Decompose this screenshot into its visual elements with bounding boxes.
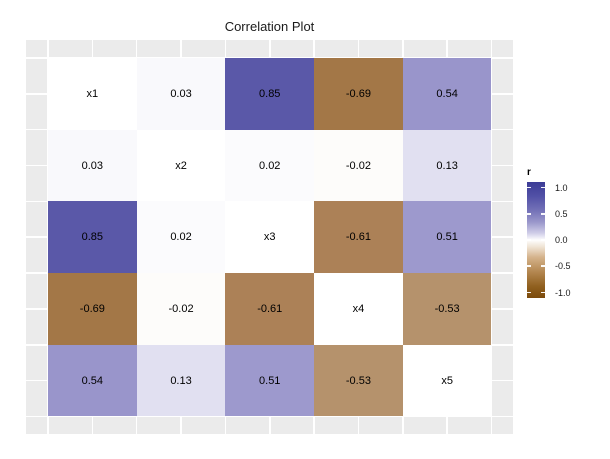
legend-tick-label: -0.5 <box>555 261 571 272</box>
heatmap-cell: -0.02 <box>314 129 403 202</box>
legend-colorbar <box>527 182 545 298</box>
heatmap-cell: x3 <box>225 201 315 274</box>
legend-tick-label: -1.0 <box>555 287 571 298</box>
legend-tick-mark <box>541 265 545 268</box>
heatmap-cell: 0.02 <box>225 129 315 202</box>
heatmap-cell: x1 <box>48 58 137 130</box>
legend-tick-mark <box>527 212 531 215</box>
heatmap-cell: -0.53 <box>402 273 492 345</box>
legend-tick-mark <box>527 265 531 268</box>
heatmap-cell: -0.61 <box>314 201 403 274</box>
legend-tick-mark <box>527 186 531 189</box>
heatmap-cell: 0.54 <box>402 58 492 130</box>
legend-tick-mark <box>527 239 531 241</box>
legend-tick-mark <box>541 239 545 241</box>
heatmap-cell: -0.61 <box>225 273 315 345</box>
heatmap-cell: 0.51 <box>402 201 492 274</box>
legend-tick-mark <box>541 291 545 294</box>
heatmap-cell: -0.69 <box>314 58 403 130</box>
legend-tick-label: 0.0 <box>555 235 568 245</box>
heatmap-cell: -0.69 <box>48 273 137 345</box>
legend-title: r <box>527 167 531 178</box>
legend-tick-mark <box>541 186 545 189</box>
legend-tick-label: 1.0 <box>555 182 568 193</box>
gridline-vertical <box>490 40 493 434</box>
heatmap-cell: 0.03 <box>48 129 137 202</box>
heatmap-cell: -0.02 <box>136 273 226 345</box>
heatmap-cell: 0.03 <box>136 58 226 130</box>
heatmap-tiles: x1 0.03 0.85 -0.69 0.54 0.03 x2 0.02 -0.02 0.13 0.… <box>48 58 492 417</box>
heatmap-cell: 0.51 <box>225 344 315 417</box>
legend-tick-label: 0.5 <box>555 208 568 219</box>
heatmap-cell: 0.85 <box>225 58 315 130</box>
gridline-horizontal <box>26 415 513 418</box>
plot-panel: x1 0.03 0.85 -0.69 0.54 0.03 x2 0.02 -0.02 0.13 0.… <box>26 40 513 434</box>
legend: r 1.0 0.5 0.0 -0.5 -1.0 <box>527 167 597 298</box>
legend-tick-mark <box>527 291 531 294</box>
heatmap-cell: -0.53 <box>314 344 403 417</box>
heatmap-cell: x2 <box>136 129 226 202</box>
heatmap-cell: 0.85 <box>48 201 137 274</box>
heatmap-cell: x5 <box>402 344 492 417</box>
heatmap-cell: 0.54 <box>48 344 137 417</box>
heatmap-cell: 0.13 <box>136 344 226 417</box>
legend-tick-mark <box>541 212 545 215</box>
heatmap-cell: 0.13 <box>402 129 492 202</box>
heatmap-cell: x4 <box>314 273 403 345</box>
chart-title: Correlation Plot <box>224 19 315 34</box>
heatmap-cell: 0.02 <box>136 201 226 274</box>
